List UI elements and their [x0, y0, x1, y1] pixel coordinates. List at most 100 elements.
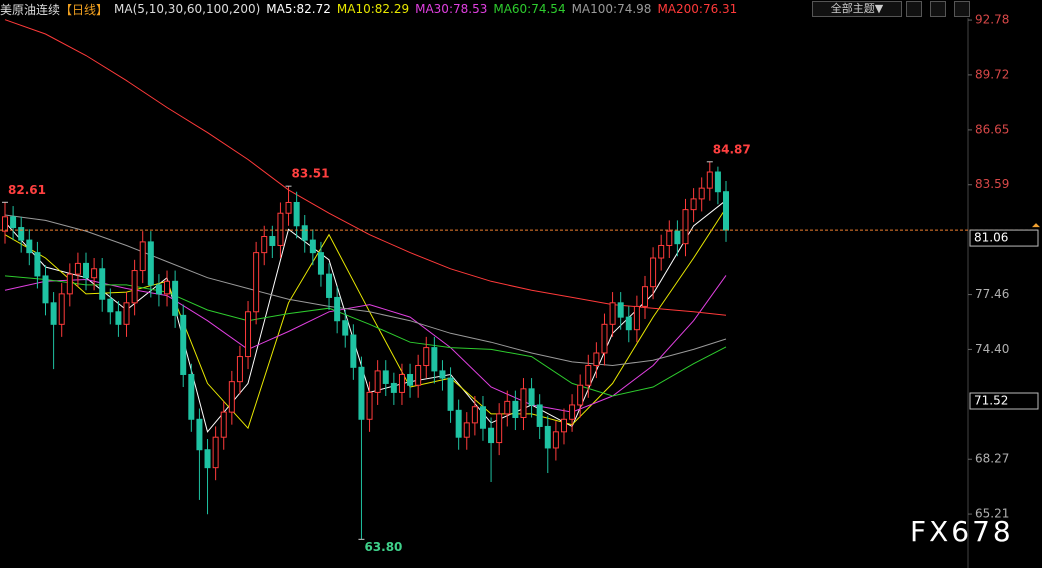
candle-body — [285, 201, 292, 214]
candle-body — [617, 302, 624, 318]
candle-body — [398, 373, 405, 393]
candle-body — [382, 370, 389, 384]
candle-body — [666, 230, 673, 246]
candle-body — [334, 296, 341, 322]
candle-body — [455, 409, 462, 438]
candle-body — [366, 391, 373, 420]
annotation: 83.51 — [292, 167, 330, 181]
header: 美原油连续 【日线】 MA(5,10,30,60,100,200) MA5:82… — [0, 0, 737, 18]
icon-button[interactable] — [906, 1, 922, 17]
candle-body — [641, 286, 648, 307]
candle-body — [577, 384, 584, 406]
price-arrow — [1032, 223, 1040, 228]
candle-body — [172, 280, 179, 316]
candle-body — [390, 382, 397, 393]
candle-body — [374, 370, 381, 393]
candle-body — [698, 187, 705, 200]
candle-body — [625, 316, 632, 331]
candle-body — [74, 262, 81, 275]
candle-body — [42, 275, 49, 304]
icon-button[interactable] — [954, 1, 970, 17]
candle-body — [479, 406, 486, 429]
candle-body — [2, 216, 8, 232]
candle-body — [228, 381, 235, 413]
candle-body — [309, 239, 316, 254]
candle-body — [682, 209, 689, 245]
candle-body — [439, 370, 446, 379]
candle-body — [293, 201, 300, 227]
candle-body — [504, 400, 511, 415]
candle-body — [50, 302, 57, 325]
y-tick-label: 65.21 — [975, 507, 1009, 521]
candle-body — [569, 404, 576, 420]
candle-body — [447, 377, 454, 411]
candle-body — [415, 365, 422, 386]
candle-body — [277, 212, 284, 246]
y-tick-label: 92.78 — [975, 13, 1009, 27]
annotation: 63.80 — [364, 540, 402, 554]
candle-body — [261, 236, 268, 254]
candle-body — [350, 334, 357, 368]
ma-line — [4, 275, 727, 413]
candle-body — [269, 236, 276, 246]
candle-body — [66, 273, 73, 295]
candle-body — [253, 252, 260, 313]
theme-button[interactable]: 全部主题▼ — [812, 1, 902, 17]
candle-body — [34, 252, 41, 277]
candle-body — [601, 323, 608, 354]
legend-entry: MA30:78.53 — [415, 2, 488, 16]
candle-body — [155, 284, 162, 295]
candle-body — [633, 305, 640, 331]
candle-body — [706, 171, 713, 189]
candle-body — [496, 413, 503, 444]
candle-body — [609, 302, 616, 325]
candle-body — [58, 293, 65, 325]
y-tick-label: 83.59 — [975, 177, 1009, 191]
ma-label: MA(5,10,30,60,100,200) — [114, 2, 261, 16]
candle-body — [714, 171, 721, 193]
candle-body — [107, 298, 114, 313]
y-tick-label: 89.72 — [975, 67, 1009, 81]
candle-body — [407, 373, 414, 386]
watermark: FX678 — [910, 515, 1014, 548]
candle-body — [423, 347, 430, 367]
candle-body — [147, 241, 154, 286]
candle-body — [326, 273, 333, 298]
candle-body — [471, 406, 478, 424]
ma-line — [4, 275, 727, 397]
candle-body — [139, 241, 146, 272]
candle-body — [10, 216, 17, 229]
candle-body — [658, 244, 665, 259]
candle-body — [212, 436, 219, 469]
candle-body — [180, 314, 187, 375]
candle-body — [650, 257, 657, 288]
y-tick-label: 74.40 — [975, 342, 1009, 356]
candle-body — [164, 280, 171, 295]
candle-body — [593, 352, 600, 367]
candle-body — [18, 227, 25, 241]
price-box — [969, 229, 1039, 247]
candle-body — [431, 347, 438, 372]
y-tick-label: 77.46 — [975, 287, 1009, 301]
candle-body — [723, 191, 729, 231]
marker-box — [969, 392, 1039, 410]
candle-body — [552, 431, 559, 449]
candle-body — [512, 400, 519, 418]
candle-body — [115, 311, 122, 325]
candle-body — [188, 373, 195, 420]
candle-body — [26, 239, 33, 254]
candle-body — [236, 356, 243, 383]
icon-button[interactable] — [930, 1, 946, 17]
legend-entry: MA100:74.98 — [571, 2, 652, 16]
candle-body — [342, 320, 349, 336]
period: 【日线】 — [60, 2, 109, 17]
candle-body — [544, 425, 551, 449]
candle-body — [220, 411, 227, 438]
candle-body — [99, 268, 106, 300]
legend-entry: MA60:74.54 — [493, 2, 566, 16]
candle-body — [204, 449, 211, 469]
candle-body — [690, 198, 697, 211]
annotation: 82.61 — [8, 183, 46, 197]
marker-label: 71.52 — [974, 394, 1008, 408]
